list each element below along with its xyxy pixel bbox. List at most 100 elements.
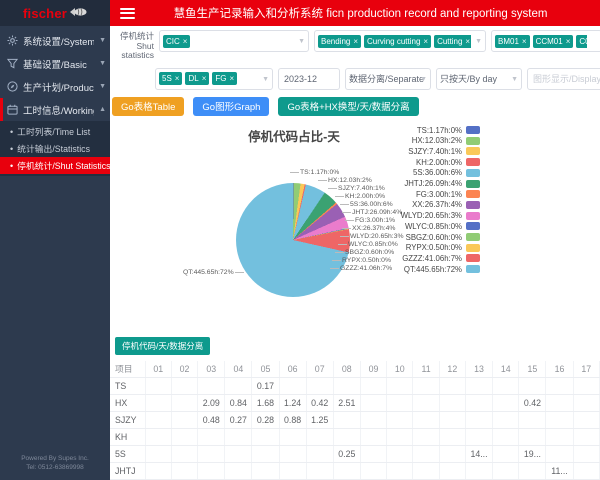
tag-remove-icon[interactable]: × (465, 36, 471, 46)
legend-item[interactable]: JHTJ:26.09h:4% (404, 179, 480, 188)
shut-type-select[interactable]: CIC × ▼ (159, 30, 309, 52)
chevron-up-icon: ▲ (99, 106, 106, 113)
legend-label: SJZY:7.40h:1% (408, 146, 462, 156)
display-graph-input[interactable] (527, 67, 600, 90)
main-content: 停机统计 Shut statistics CIC × ▼ Bending × Curv… (110, 26, 600, 480)
filter-tag[interactable]: CCM01 × (532, 34, 574, 48)
code-select[interactable]: 5S × DL × FG × ▼ (155, 67, 273, 90)
legend-item[interactable]: TS:1.17h:0% (417, 126, 480, 135)
filter-tag[interactable]: FG × (212, 72, 238, 85)
filter-tag[interactable]: C01× (576, 34, 587, 48)
legend-item[interactable]: KH:2.00h:0% (416, 158, 480, 167)
tag-remove-icon[interactable]: × (521, 36, 527, 46)
table-header-cell: 03 (197, 360, 226, 378)
filter-tag[interactable]: Curving cutting × (364, 34, 432, 48)
pie-slice-label: KH:2.00h:0% (335, 193, 385, 200)
machine-select[interactable]: BM01×CCM01×C01×C02× (491, 30, 600, 52)
legend-item[interactable]: XX:26.37h:4% (412, 200, 480, 209)
legend-item[interactable]: HX:12.03h:2% (412, 136, 480, 145)
sidebar-item-basic[interactable]: 基础设置/Basic ▼ (0, 52, 110, 75)
action-buttons-row: Go表格Table Go图形Graph Go表格+HX换型/天/数据分离 (112, 96, 600, 116)
table-header-cell: 12 (439, 360, 466, 378)
hamburger-menu-icon[interactable] (120, 5, 135, 21)
legend-item[interactable]: FG:3.00h:1% (416, 190, 480, 199)
table-cell (279, 428, 307, 446)
pie[interactable] (236, 182, 350, 297)
filter-tag[interactable]: CIC × (163, 34, 191, 48)
legend-item[interactable]: SBGZ:0.60h:0% (406, 233, 480, 242)
table-cell (171, 445, 199, 463)
sidebar-item-label: 系统设置/System (23, 36, 95, 48)
table-cell (224, 428, 253, 446)
tag-remove-icon[interactable]: × (201, 74, 207, 83)
tag-remove-icon[interactable]: × (174, 74, 180, 83)
legend-color-chip (466, 179, 480, 188)
legend-item[interactable]: WLYC:0.85h:0% (405, 222, 480, 231)
tag-remove-icon[interactable]: × (353, 36, 359, 46)
filter-tag[interactable]: DL × (185, 72, 210, 85)
legend-item[interactable]: SJZY:7.40h:1% (408, 147, 480, 156)
separate-select[interactable]: 数据分离/Separate ▼ (345, 67, 431, 90)
table-cell (306, 445, 334, 463)
table-cell (360, 462, 388, 480)
sidebar-item-system[interactable]: 系统设置/System ▼ (0, 29, 110, 52)
table-cell (465, 377, 494, 395)
legend-item[interactable]: RYPX:0.50h:0% (406, 243, 480, 252)
by-day-select[interactable]: 只按天/By day ▼ (436, 67, 522, 90)
filter-tag[interactable]: 5S × (159, 72, 183, 85)
filter-tag-label: Bending (321, 36, 351, 46)
pie-slice-label: HX:12.03h:2% (318, 177, 372, 184)
filter-tag-label: DL (188, 74, 199, 83)
sidebar-item-time-list[interactable]: • 工时列表/Time List (0, 123, 110, 140)
legend-color-chip (466, 126, 480, 134)
compass-icon (7, 81, 18, 92)
table-cell (279, 462, 307, 480)
legend-item[interactable]: QT:445.65h:72% (404, 265, 480, 274)
table-cell: 1.25 (306, 411, 334, 429)
table-cell (518, 428, 547, 446)
legend-label: KH:2.00h:0% (416, 157, 462, 167)
legend-item[interactable]: WLYD:20.65h:3% (401, 211, 480, 220)
row-name-cell: HX (110, 394, 146, 412)
table-cell (545, 394, 574, 412)
month-input[interactable] (278, 67, 340, 90)
table-cell: 0.42 (518, 394, 547, 412)
sidebar-item-label: 统计输出/Statistics (17, 144, 90, 154)
tag-remove-icon[interactable]: × (229, 74, 235, 83)
go-table-button[interactable]: Go表格Table (112, 96, 185, 116)
sidebar-item-label: 基础设置/Basic (23, 59, 87, 71)
sidebar-item-statistics[interactable]: • 统计输出/Statistics (0, 140, 110, 157)
sidebar-item-product-plan[interactable]: 生产计划/Product Plan ▼ (0, 75, 110, 98)
filter-tag[interactable]: Cutting × (434, 34, 471, 48)
filter-tag-label: Curving cutting (367, 36, 421, 46)
tag-remove-icon[interactable]: × (565, 36, 571, 46)
filter-tag[interactable]: Bending × (318, 34, 362, 48)
table-cell (492, 428, 520, 446)
table-row: SJZY 0.48 0.27 0.28 0.88 1.25 (110, 411, 600, 429)
legend-item[interactable]: 5S:36.00h:6% (413, 168, 480, 177)
filter-tag[interactable]: BM01 × (495, 34, 530, 48)
go-combo-button[interactable]: Go表格+HX换型/天/数据分离 (278, 96, 419, 116)
legend-item[interactable]: GZZZ:41.06h:7% (402, 254, 480, 263)
table-cell (439, 462, 466, 480)
tag-remove-icon[interactable]: × (423, 36, 429, 46)
sidebar-item-working-time[interactable]: 工时信息/Working Time ▲ (0, 98, 110, 121)
shut-code-day-button[interactable]: 停机代码/天/数据分离 (115, 336, 211, 355)
process-select[interactable]: Bending×Curving cutting×Cutting×FG× ▼ (314, 30, 486, 52)
table-cell (333, 377, 361, 395)
sidebar-item-label: 生产计划/Product Plan (23, 82, 95, 94)
chevron-down-icon: ▼ (99, 83, 106, 90)
table-cell (573, 428, 600, 446)
sidebar-item-shut-statistics[interactable]: • 停机统计/Shut Statistics (0, 157, 111, 174)
table-header-cell: 项目 (110, 360, 146, 378)
filter-tag-label: CIC (166, 36, 180, 46)
table-cell: 2.09 (197, 394, 226, 412)
sidebar-item-label: 工时列表/Time List (17, 127, 91, 137)
table-cell (386, 411, 414, 429)
table-cell: 0.48 (197, 411, 226, 429)
legend-color-chip (466, 200, 480, 209)
funnel-icon (7, 58, 18, 69)
tag-remove-icon[interactable]: × (182, 36, 188, 46)
go-graph-button[interactable]: Go图形Graph (193, 96, 270, 116)
table-cell (439, 428, 466, 446)
